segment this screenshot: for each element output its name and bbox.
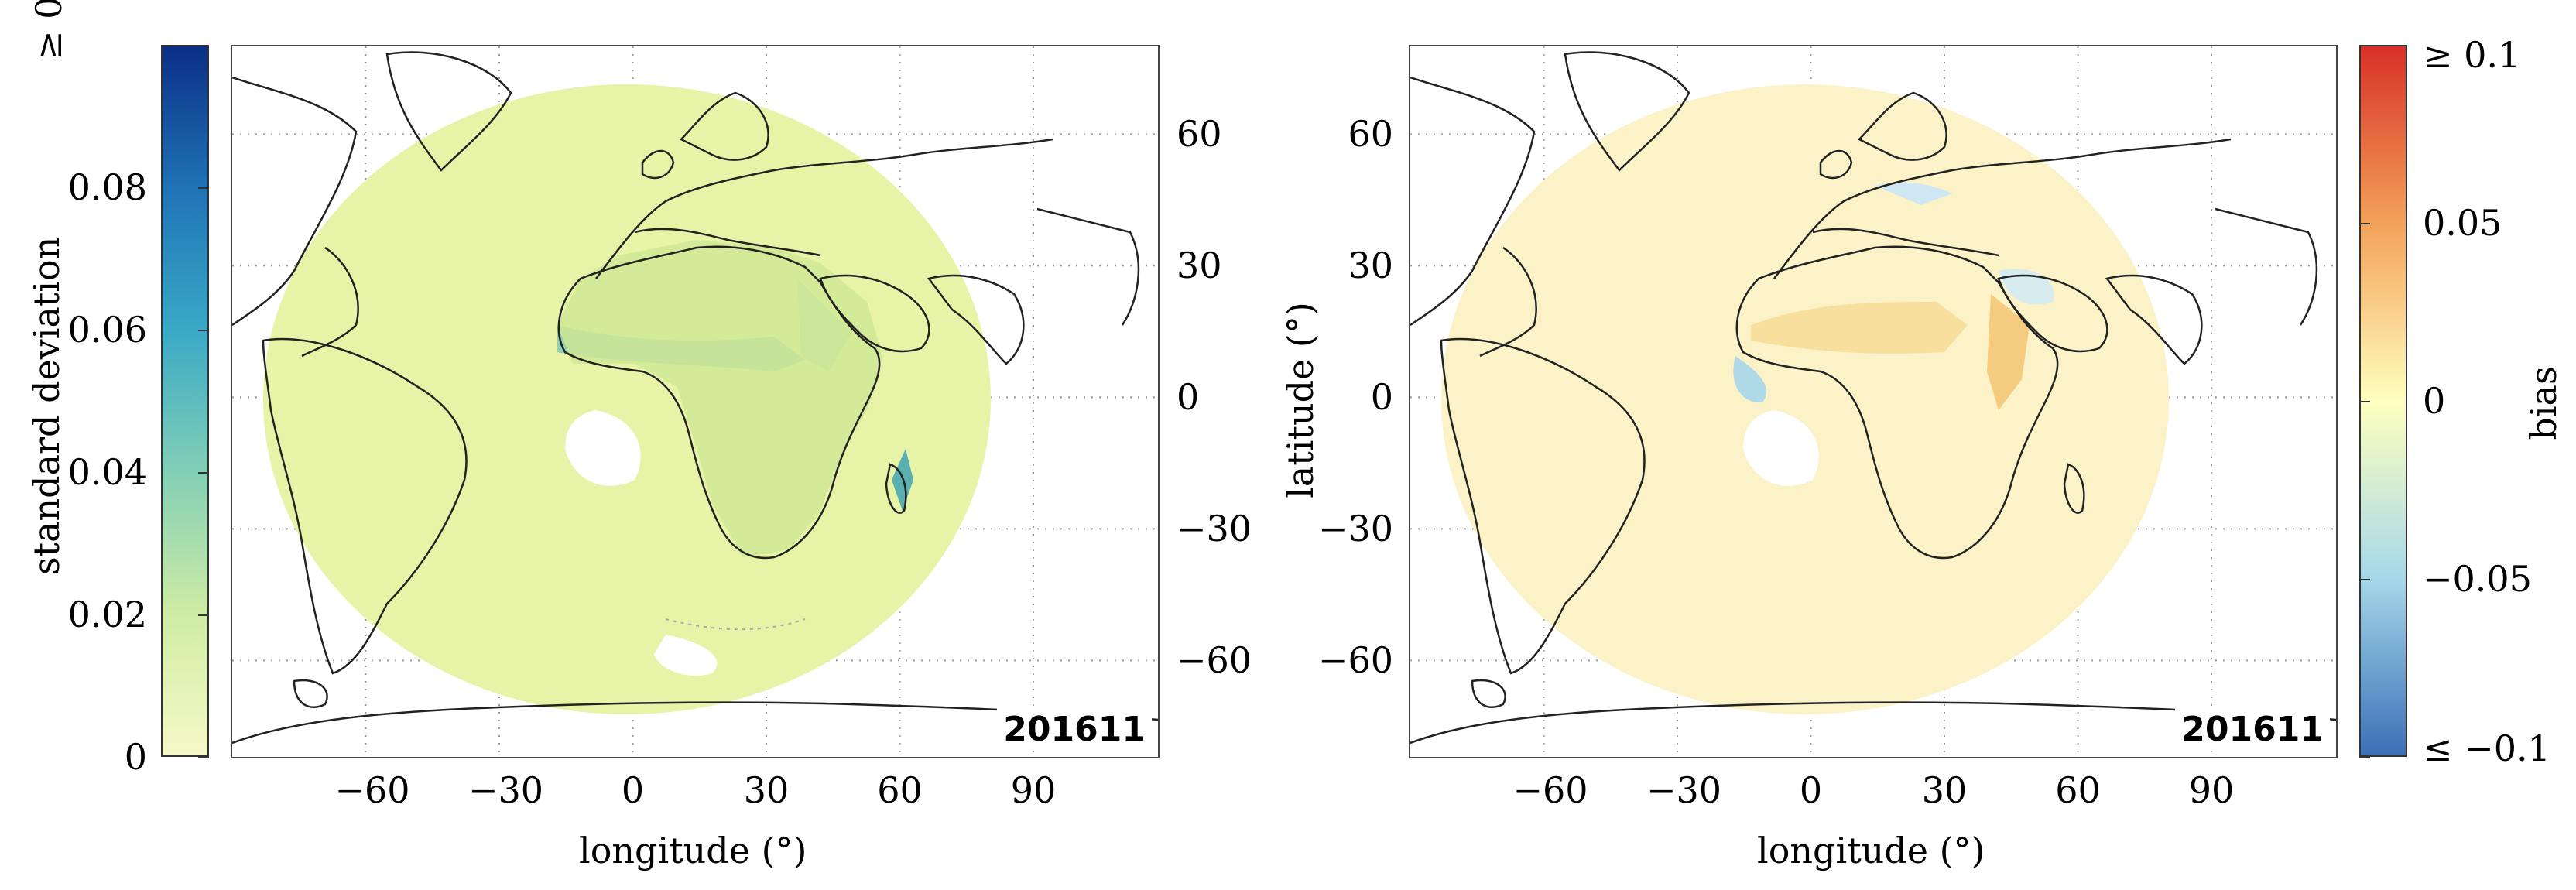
x-tick-label: 90 [1010,769,1057,811]
left-colorbar-tick-label: 0 [124,736,147,778]
x-tick-label: −60 [1512,769,1588,811]
left-x-axis-title: longitude (°) [579,830,807,871]
right-colorbar-tick-label: −0.05 [2423,558,2532,600]
x-tick-label: 90 [2188,769,2235,811]
x-tick-label: −30 [468,769,544,811]
left-africa-fill [557,240,882,557]
y-tick-label: −60 [1177,639,1252,682]
y-tick-label: −30 [1177,508,1252,550]
y-tick-label: 60 [1348,113,1393,156]
right-data-disk [1441,84,2169,714]
y-tick-label: 60 [1177,113,1222,156]
left-colorbar-tick [198,187,209,189]
left-colorbar-title: standard deviation [26,236,67,575]
right-colorbar-tick [2359,579,2370,580]
left-colorbar-tick-label: 0.06 [67,309,147,351]
x-tick-label: 30 [743,769,790,811]
left-map-panel: 201611 [231,45,1160,758]
left-colorbar-tick-label: ≥ 0.1 [28,0,70,60]
right-map-svg [1410,46,2336,757]
right-colorbar-tick-label: ≤ −0.1 [2423,727,2550,769]
x-tick-label: 60 [2055,769,2101,811]
right-y-axis-title: latitude (°) [1279,302,1321,498]
left-colorbar-tick-label: 0.02 [67,594,147,635]
left-colorbar-tick-label: 0.08 [67,166,147,208]
left-colorbar-tick [198,472,209,474]
left-colorbar-tick [198,330,209,331]
left-map-svg [232,46,1158,757]
right-colorbar-tick-label: 0 [2423,380,2446,422]
right-colorbar-tick [2359,401,2370,402]
left-colorbar-tick [198,45,209,46]
right-colorbar-title: bias [2523,366,2564,440]
right-colorbar-tick-label: ≥ 0.1 [2423,34,2521,76]
x-tick-label: 60 [877,769,923,811]
x-tick-label: 0 [1799,769,1823,811]
left-colorbar-tick-label: 0.04 [67,451,147,493]
right-colorbar-tick [2359,757,2370,758]
right-x-axis-title: longitude (°) [1757,830,1985,871]
y-tick-label: 0 [1370,376,1393,419]
y-tick-label: 30 [1348,245,1393,287]
x-tick-label: 0 [621,769,645,811]
left-colorbar [161,45,209,757]
x-tick-label: −60 [334,769,410,811]
y-tick-label: 30 [1177,245,1222,287]
right-colorbar-tick [2359,223,2370,224]
right-date-stamp: 201611 [2175,708,2330,751]
left-colorbar-tick [198,614,209,616]
y-tick-label: −30 [1317,508,1393,550]
x-tick-label: 30 [1921,769,1968,811]
x-tick-label: −30 [1646,769,1722,811]
right-colorbar-tick [2359,45,2370,46]
right-map-panel: 201611 [1409,45,2338,758]
left-date-stamp: 201611 [997,708,1152,751]
y-tick-label: 0 [1177,376,1200,419]
left-colorbar-tick [198,757,209,758]
right-colorbar-tick-label: 0.05 [2423,202,2502,244]
y-tick-label: −60 [1317,639,1393,682]
